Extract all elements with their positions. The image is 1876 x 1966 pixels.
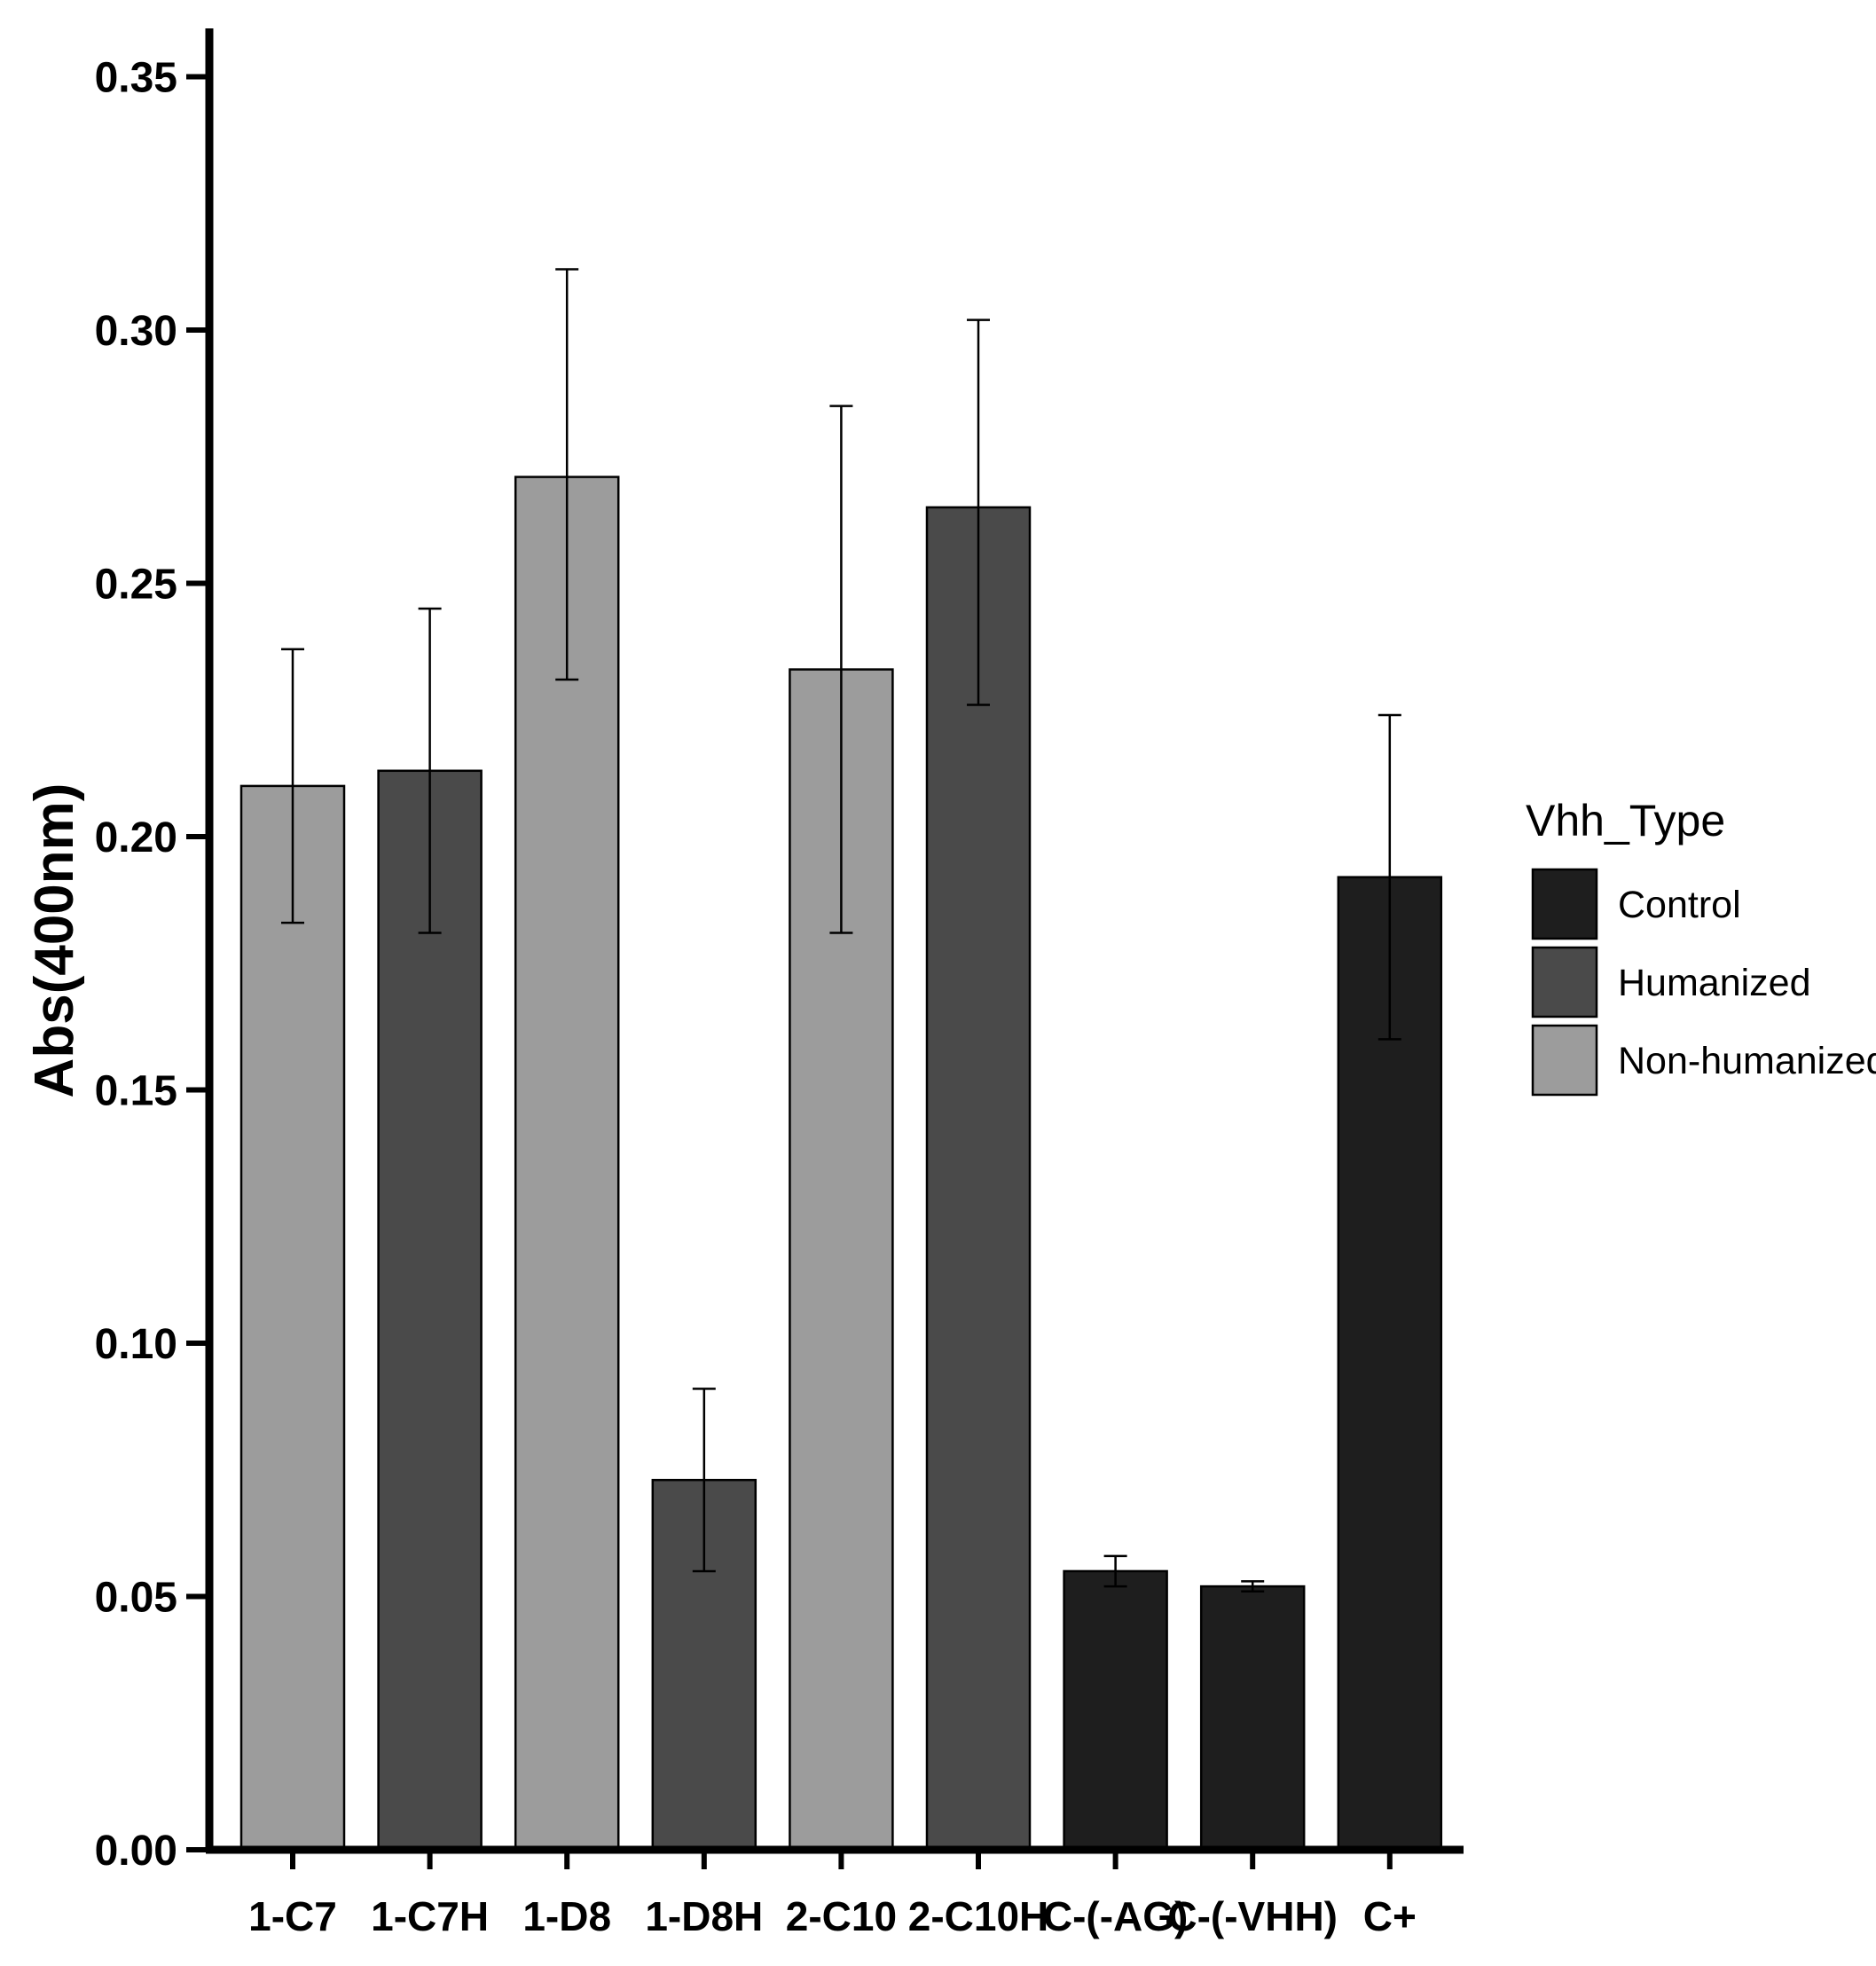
y-tick-label: 0.00 [95, 1828, 177, 1875]
legend-key-Control [1531, 868, 1598, 940]
x-tick-label: 2-C10H [908, 1893, 1049, 1939]
legend-title: Vhh_Type [1526, 796, 1725, 845]
x-tick-label: 1-C7H [371, 1893, 489, 1939]
error-bar-1-D8 [555, 268, 579, 681]
legend: Vhh_Type Control Humanized Non-humanized [1526, 796, 1876, 1097]
legend-key-Humanized [1531, 946, 1598, 1018]
bar-C-(-VHH) [1199, 1585, 1306, 1852]
x-ticks-layer: 1-C7 1-C7H 1-D8 1-D8H 2-C10 2-C10HC-(-AG)C-(-… [248, 1850, 1417, 1939]
bar-1-C7H [377, 769, 483, 1852]
legend-key-Non-humanized [1531, 1024, 1598, 1097]
error-bar-C+ [1378, 713, 1401, 1041]
bar-1-D8 [514, 476, 620, 1852]
y-tick-label: 0.10 [95, 1321, 177, 1368]
x-tick-label: C-(-VHH) [1167, 1893, 1338, 1939]
legend-label: Humanized [1618, 962, 1811, 1004]
legend-label: Non-humanized [1618, 1040, 1876, 1082]
x-tick-label: 2-C10 [786, 1893, 897, 1939]
error-bar-C-(-AG) [1103, 1554, 1127, 1588]
error-bar-2-C10 [829, 405, 853, 934]
error-bar-C-(-VHH) [1241, 1580, 1265, 1593]
x-tick-label: 1-C7 [248, 1893, 337, 1939]
x-tick-label: 1-D8 [522, 1893, 611, 1939]
error-bar-1-C7 [281, 648, 304, 924]
x-tick-label: C+ [1363, 1893, 1417, 1939]
legend-label: Control [1618, 884, 1741, 926]
x-tick-label: C-(-AG) [1043, 1893, 1189, 1939]
y-ticks-layer: 0.00 0.05 0.10 0.15 0.20 0.25 0.30 0.35 [95, 55, 209, 1875]
error-bars-layer [281, 268, 1401, 1593]
error-bar-2-C10H [967, 318, 990, 706]
y-tick-label: 0.15 [95, 1068, 177, 1115]
y-tick-label: 0.05 [95, 1575, 177, 1622]
error-bar-1-D8H [692, 1388, 716, 1573]
x-tick-label: 1-D8H [645, 1893, 763, 1939]
bar-2-C10H [925, 506, 1032, 1852]
y-tick-label: 0.25 [95, 562, 177, 609]
bar-C-(-AG) [1063, 1569, 1168, 1852]
y-tick-label: 0.35 [95, 55, 177, 102]
bar-1-C7 [239, 784, 346, 1852]
y-axis-title: Abs(400nm) [24, 783, 85, 1098]
error-bar-1-C7H [418, 607, 442, 934]
y-tick-label: 0.30 [95, 308, 177, 355]
y-tick-label: 0.20 [95, 814, 177, 861]
